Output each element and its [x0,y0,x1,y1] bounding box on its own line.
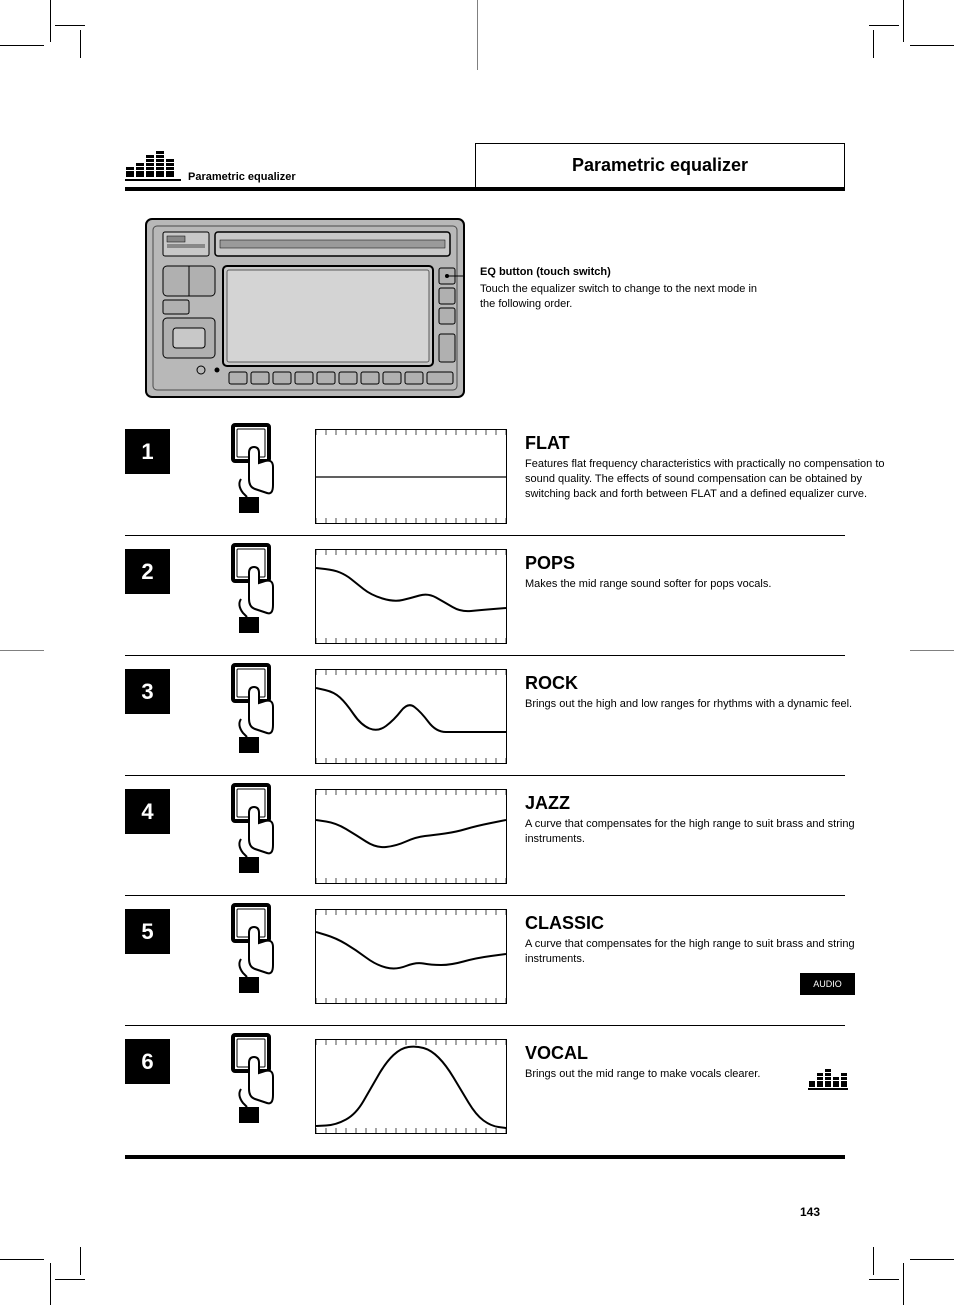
page-content: Parametric equalizer Parametric equalize… [80,25,874,1280]
cropmark [0,1259,44,1260]
section-title: Parametric equalizer [188,171,296,183]
rule-thin [125,895,845,896]
callout-text: EQ button (touch switch) Touch the equal… [480,265,760,312]
cropmark [0,45,44,46]
rule-thin [125,775,845,776]
cropmark [903,0,904,42]
rule-thick-top [125,187,845,191]
preset-name: VOCAL [525,1043,588,1064]
rule-thin [125,1025,845,1026]
preset-description: Brings out the high and low ranges for r… [525,697,885,712]
preset-name: JAZZ [525,793,570,814]
touch-button-icon [225,903,283,1003]
eq-preset-row: 1 FLATFeatures flat frequency characteri… [125,423,845,538]
preset-description: Makes the mid range sound softer for pop… [525,577,885,592]
rule-thin [125,535,845,536]
touch-button-icon [225,783,283,883]
touch-button-icon [225,1033,283,1133]
rule-thin [125,655,845,656]
eq-preset-row: 5 CLASSICA curve that compensates for th… [125,903,845,1018]
eq-preset-row: 6 VOCALBrings out the mid range to make … [125,1033,845,1148]
step-number: 1 [125,429,170,474]
step-number: 5 [125,909,170,954]
eq-curve-chart [315,909,507,1004]
preset-description: A curve that compensates for the high ra… [525,817,885,847]
preset-name: CLASSIC [525,913,604,934]
eq-preset-row: 4 JAZZA curve that compensates for the h… [125,783,845,898]
eq-preset-row: 3 ROCKBrings out the high and low ranges… [125,663,845,778]
eq-curve-chart [315,549,507,644]
head-unit-illustration [145,218,465,398]
cropmark [910,1259,954,1260]
eq-curve-chart [315,789,507,884]
header-box-title: Parametric equalizer [475,143,845,187]
touch-button-icon [225,423,283,523]
equalizer-bars-icon [125,147,181,188]
callout-body: Touch the equalizer switch to change to … [480,282,760,312]
cropmark [0,650,44,651]
cropmark [50,1263,51,1305]
preset-description: A curve that compensates for the high ra… [525,937,885,967]
preset-description: Brings out the mid range to make vocals … [525,1067,885,1082]
step-number: 6 [125,1039,170,1084]
step-number: 4 [125,789,170,834]
rule-thick-bottom [125,1155,845,1159]
step-number: 3 [125,669,170,714]
preset-description: Features flat frequency characteristics … [525,457,885,502]
touch-button-icon [225,543,283,643]
eq-preset-row: 2 POPSMakes the mid range sound softer f… [125,543,845,658]
eq-curve-chart [315,1039,507,1134]
touch-button-icon [225,663,283,763]
cropmark [50,0,51,42]
preset-name: FLAT [525,433,570,454]
step-number: 2 [125,549,170,594]
preset-name: POPS [525,553,575,574]
eq-curve-chart [315,669,507,764]
cropmark [910,650,954,651]
cropmark [903,1263,904,1305]
eq-curve-chart [315,429,507,524]
preset-name: ROCK [525,673,578,694]
callout-lead: EQ button (touch switch) [480,265,760,280]
page-number: 143 [800,1205,820,1219]
cropmark [910,45,954,46]
